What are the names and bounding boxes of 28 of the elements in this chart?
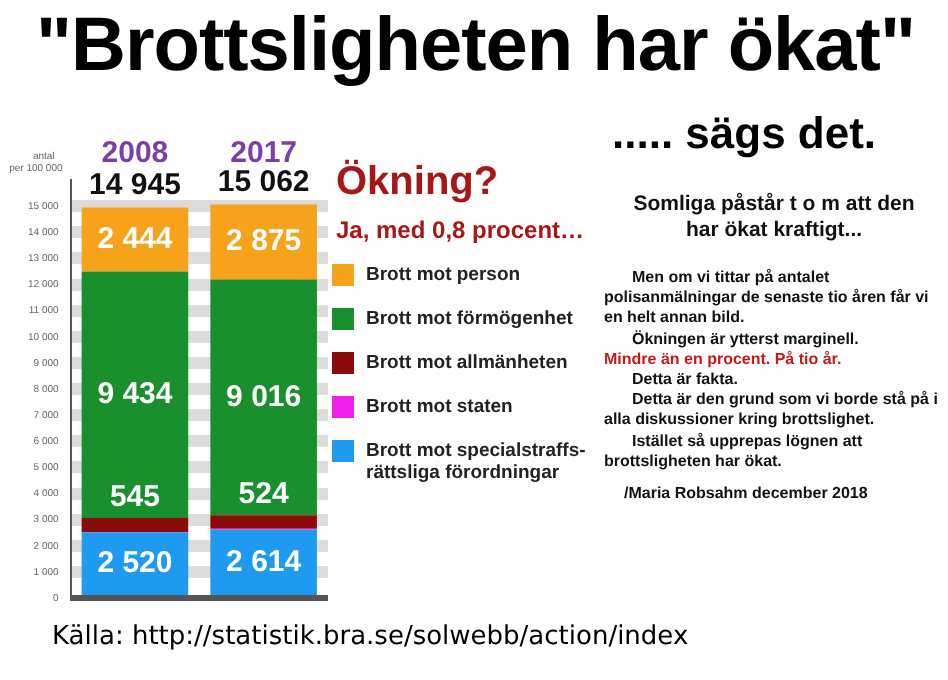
text: Källa: http://statistik.bra.se/solwebb/action/index [52, 622, 689, 652]
legend-label: Brott mot person [366, 264, 521, 286]
text: Detta är den grund som vi borde stå på i alla diskussioner kring brottslighet. [604, 390, 940, 432]
text: Mindre än en procent. På tio år. [604, 349, 844, 371]
text: /Maria Robsahm december 2018 [622, 484, 870, 505]
text: Ja, med 0,8 procent… [336, 216, 585, 244]
legend-label: Brott mot staten [366, 396, 513, 418]
x-tick-label: 2008 [101, 136, 169, 171]
text: ..... sägs det. [612, 108, 877, 160]
text: Somliga påstår t o m att den har ökat kraftigt... [632, 192, 916, 244]
chart-title: "Brottsligheten har ökat" [36, 4, 915, 90]
text: Ökning? [336, 160, 499, 206]
text: Detta är fakta. [630, 370, 740, 391]
data-label: 524 [238, 477, 290, 512]
text: Istället så upprepas lögnen att brottsligheten har ökat. [604, 431, 865, 473]
data-label: 545 [109, 480, 160, 515]
legend-label: Brott mot specialstraffs-rättsliga förordningar [366, 440, 588, 484]
data-label: 9 016 [226, 379, 302, 414]
data-label: 2 875 [226, 224, 302, 259]
total-label: 14 945 [89, 167, 181, 202]
data-label: 9 434 [97, 376, 174, 411]
text: Ökningen är ytterst marginell. [630, 329, 861, 350]
data-label: 2 614 [226, 544, 303, 579]
data-label: 2 520 [97, 545, 173, 580]
data-label: 2 444 [97, 221, 174, 256]
legend-label: Brott mot allmänheten [366, 352, 568, 374]
legend-label: Brott mot förmögenhet [366, 308, 573, 330]
text: Men om vi tittar på antalet polisanmälningar de senaste tio åren får vi en helt annan bild. [604, 268, 931, 330]
